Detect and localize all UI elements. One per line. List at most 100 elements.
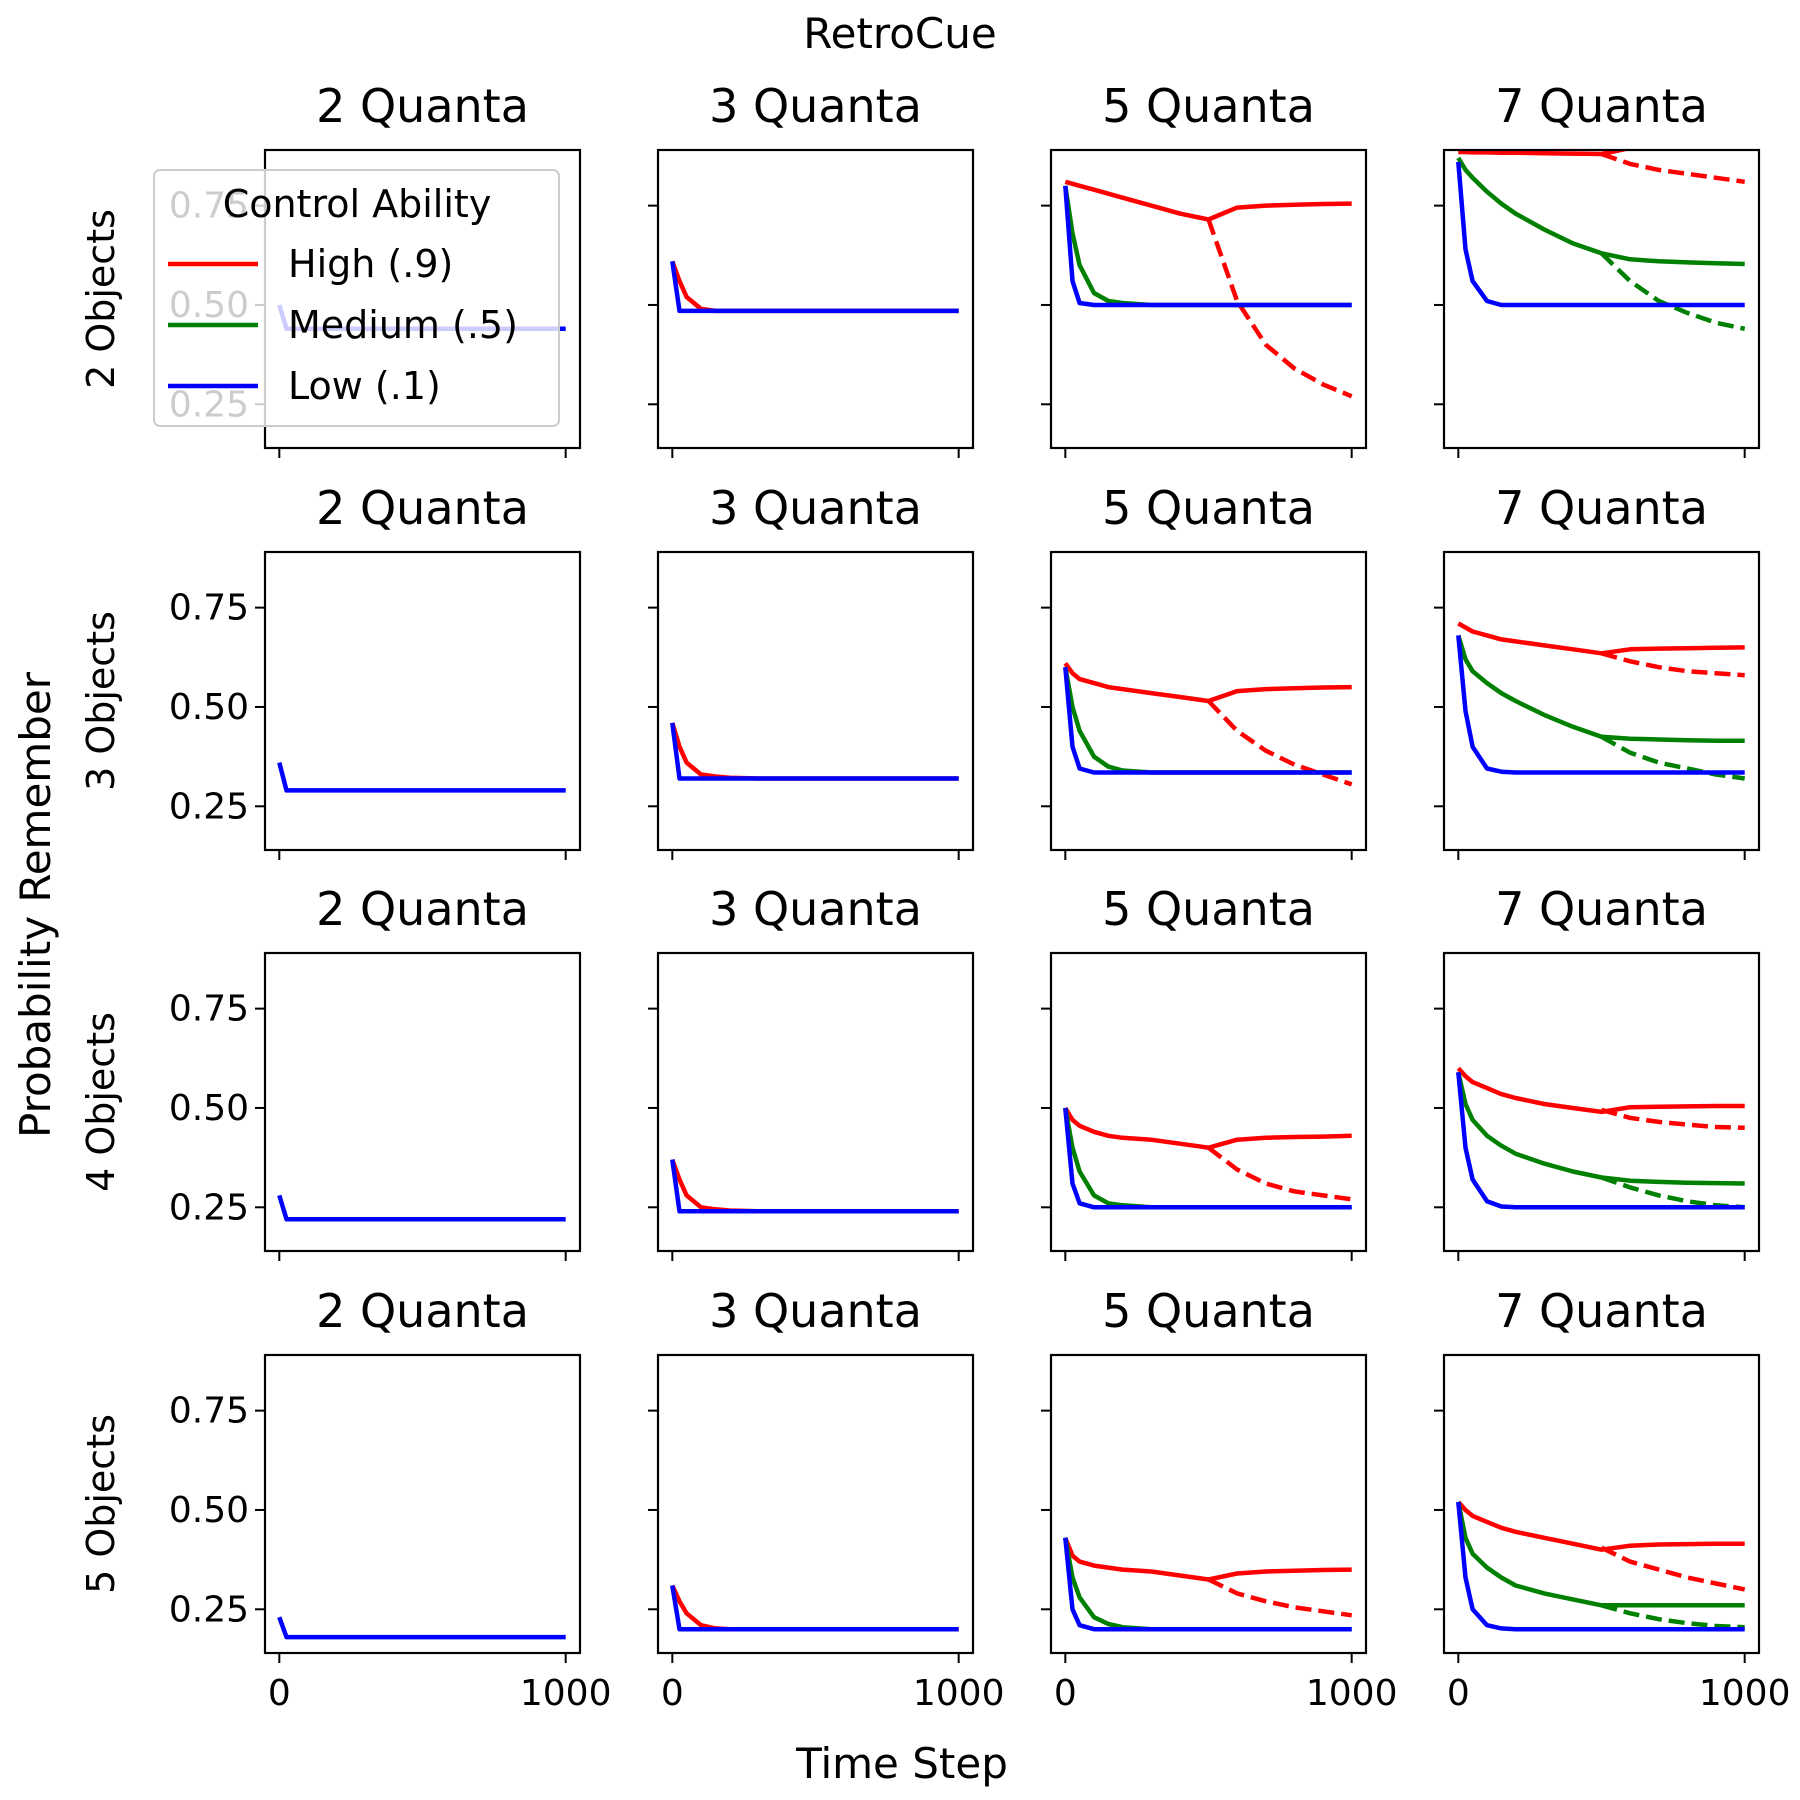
panel-r1-c1: 3 Quanta [648,481,975,860]
y-tick-label: 0.50 [169,687,249,728]
series-line-high-dashed [1600,151,1746,185]
row-label: 3 Objects [79,611,123,791]
panel-title: 2 Quanta [316,481,529,535]
panel-title: 2 Quanta [316,882,529,936]
panel-lines [1063,179,1353,399]
y-tick-label: 0.75 [169,588,249,629]
x-tick-label: 1000 [1306,1673,1398,1714]
panel-frame [1442,1353,1761,1655]
series-line-high-dashed [1206,218,1353,399]
series-line-low-solid [670,1585,959,1632]
panel-title: 3 Quanta [709,882,922,936]
y-tick-label: 0.25 [169,1589,249,1630]
legend-label: Low (.1) [288,364,441,408]
y-tick-label: 0.75 [169,1391,249,1432]
series-line-high-dashed [1600,1107,1745,1131]
x-tick-label: 1000 [1699,1673,1791,1714]
panel-lines [277,762,566,793]
series-line-low-solid [670,722,959,781]
series-line-low-solid [1063,666,1352,775]
panel-lines [1456,150,1746,332]
panel-lines [670,722,959,781]
panel-title: 2 Quanta [316,1284,529,1338]
series-line-high-dashed [1206,699,1353,787]
series-line-medium-solid [1063,1107,1352,1210]
panel-frame [1049,148,1368,450]
series-line-high-solid [670,1584,959,1632]
series-line-low-solid [1456,1071,1745,1210]
series-line-high-solid [670,1158,959,1214]
panel-lines [670,1584,959,1632]
series-line-low-solid [670,1159,959,1214]
panel-title: 3 Quanta [709,79,922,133]
panel-title: 7 Quanta [1495,882,1708,936]
panel-r0-c3: 7 Quanta [1434,79,1761,458]
series-line-medium-solid [1063,666,1352,775]
x-tick-label: 0 [1447,1673,1470,1714]
figure-title: RetroCue [803,9,996,58]
series-line-high-solid [1064,179,1352,222]
row-label: 4 Objects [79,1012,123,1192]
panel-r2-c2: 5 Quanta [1041,882,1368,1261]
panel-frame [263,550,582,852]
row-label: 5 Objects [79,1414,123,1594]
series-line-low-solid [1063,1537,1352,1632]
panel-frame [656,1353,975,1655]
series-line-high-solid [1063,661,1352,704]
series-line-high-solid [670,722,959,781]
series-line-high-dashed [1207,1145,1353,1202]
series-line-low-solid [277,1616,566,1640]
panel-lines [670,1158,959,1214]
panel-r1-c0: 2 Quanta 0.25 0.50 0.75 3 Objects [79,481,582,860]
y-tick-label: 0.50 [169,1088,249,1129]
panel-title: 5 Quanta [1102,882,1315,936]
y-tick-label: 0.25 [169,786,249,827]
series-line-high-solid [1458,150,1649,157]
series-line-high-solid [1456,1500,1745,1552]
y-tick-label: 0.50 [169,1490,249,1531]
panel-frame [1049,1353,1368,1655]
panel-title: 3 Quanta [709,1284,922,1338]
panel-lines [277,1194,566,1222]
series-line-low-solid [1456,635,1745,775]
panel-title: 7 Quanta [1495,79,1708,133]
series-line-high-solid [1457,621,1745,656]
panel-r3-c2: 5 Quanta 0 1000 [1041,1284,1397,1714]
panel-frame [263,1353,582,1655]
panel-r0-c1: 3 Quanta [648,79,975,458]
panel-lines [1456,1500,1746,1632]
panel-frame [1049,550,1368,852]
series-line-medium-dashed [1599,251,1746,332]
panel-lines [1063,661,1353,787]
panel-r2-c0: 2 Quanta 0.25 0.50 0.75 4 Objects [79,882,582,1261]
panel-r3-c1: 3 Quanta 0 1000 [648,1284,1004,1714]
panel-title: 7 Quanta [1495,1284,1708,1338]
legend: Control Ability High (.9) Medium (.5) Low (… [153,169,560,427]
panel-title: 5 Quanta [1102,79,1315,133]
panel-r3-c3: 7 Quanta 0 1000 [1434,1284,1790,1714]
figure-ylabel: Probability Remember [11,671,60,1138]
series-line-low-solid [670,260,959,314]
series-line-high-solid [1063,1536,1352,1582]
panel-r1-c3: 7 Quanta [1434,481,1761,860]
series-line-low-solid [277,1194,566,1222]
series-line-medium-solid [1456,634,1745,743]
panel-r2-c3: 7 Quanta [1434,882,1761,1261]
legend-label: High (.9) [288,242,453,286]
panel-title: 2 Quanta [316,79,529,133]
panel-lines [1456,1066,1745,1210]
panel-frame [656,951,975,1253]
series-line-high-solid [1456,1066,1745,1115]
panel-lines [1063,1536,1353,1632]
series-line-high-dashed [1600,1545,1746,1592]
panel-lines [1456,621,1746,781]
panel-frame [1442,148,1761,450]
row-label: 2 Objects [79,209,123,389]
series-line-high-solid [1063,1106,1352,1150]
x-tick-label: 1000 [520,1673,612,1714]
panel-r3-c0: 2 Quanta 0 1000 0.25 0.50 0.75 5 Objects [79,1284,611,1714]
series-line-high-solid [670,260,959,314]
y-tick-label: 0.75 [169,989,249,1030]
panel-title: 5 Quanta [1102,481,1315,535]
